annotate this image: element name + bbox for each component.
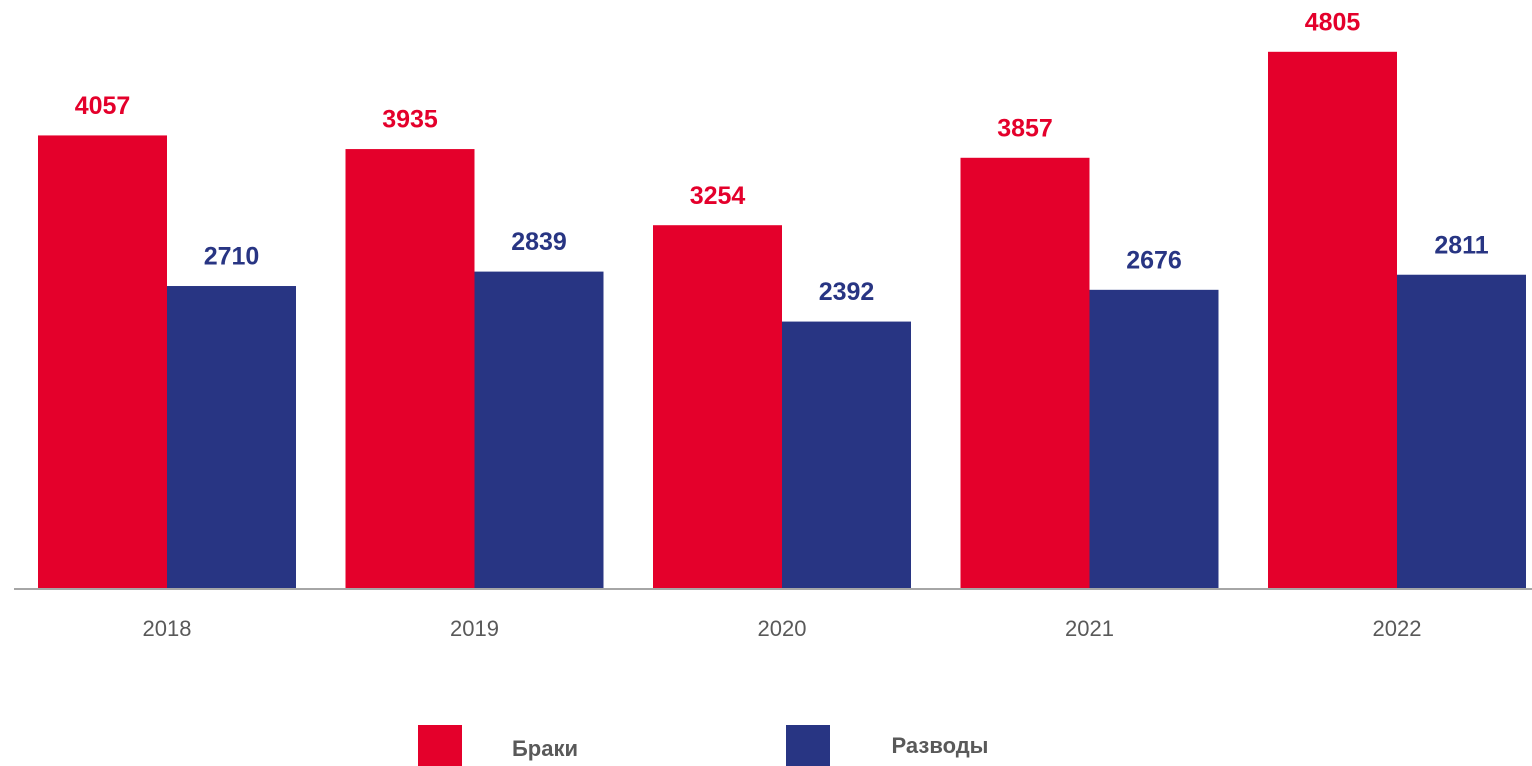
bar (474, 271, 604, 589)
data-label: 2710 (204, 243, 260, 271)
legend-label: Браки (512, 736, 578, 761)
data-label: 3857 (997, 114, 1053, 142)
bar (38, 135, 167, 589)
data-label: 4805 (1305, 8, 1361, 36)
bar (1089, 289, 1219, 589)
legend-swatch (418, 725, 462, 766)
legend-label: Разводы (892, 733, 989, 758)
data-label: 2676 (1126, 246, 1182, 274)
data-label: 4057 (75, 92, 131, 120)
bar (960, 157, 1090, 589)
bar (1397, 274, 1526, 589)
bar (653, 225, 782, 589)
data-label: 2392 (819, 278, 875, 306)
data-label: 3254 (690, 182, 746, 210)
bar (1268, 51, 1397, 589)
data-label: 3935 (382, 106, 438, 134)
x-tick-label: 2022 (1373, 616, 1422, 641)
x-tick-label: 2020 (758, 616, 807, 641)
data-label: 2811 (1434, 231, 1488, 259)
bar (782, 321, 911, 589)
x-tick-label: 2021 (1065, 616, 1114, 641)
bar (345, 149, 475, 589)
x-tick-label: 2018 (143, 616, 192, 641)
x-tick-label: 2019 (450, 616, 499, 641)
data-label: 2839 (511, 228, 567, 256)
bar (167, 286, 296, 589)
legend-swatch (786, 725, 830, 766)
